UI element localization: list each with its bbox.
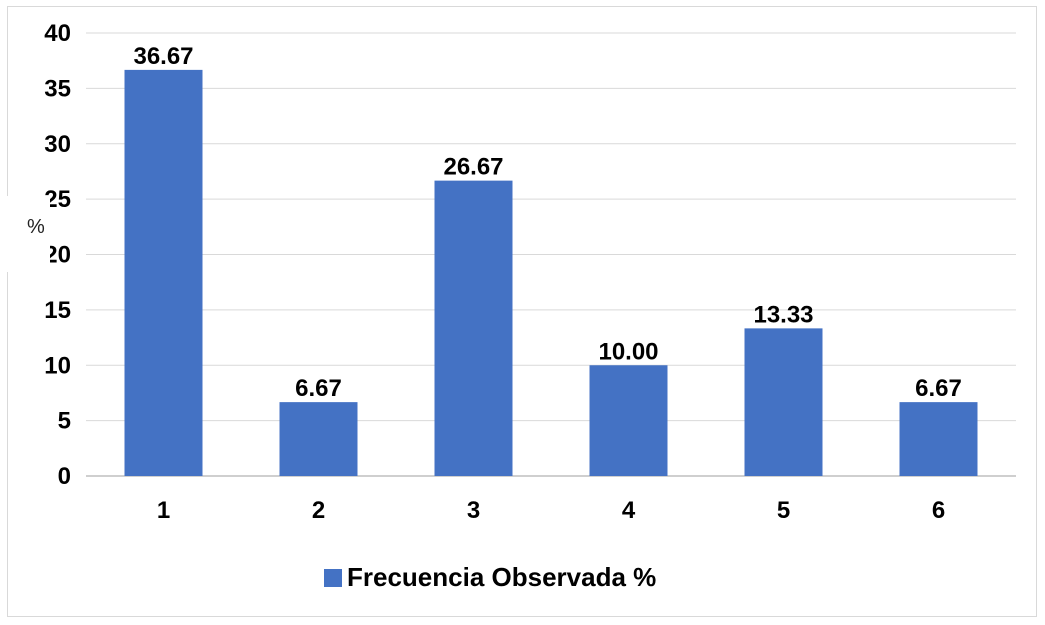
bar-4 bbox=[589, 365, 668, 476]
y-tick-label: 15 bbox=[44, 297, 71, 324]
legend-label: Frecuencia Observada % bbox=[347, 562, 657, 592]
y-axis-label: % bbox=[27, 216, 45, 238]
bars bbox=[124, 69, 978, 476]
y-tick-label: 40 bbox=[44, 20, 71, 47]
legend-swatch bbox=[324, 568, 342, 587]
x-axis-ticks: 1 2 3 4 5 6 bbox=[157, 497, 945, 524]
bar-3 bbox=[434, 180, 513, 476]
data-label-3: 26.67 bbox=[443, 154, 503, 181]
x-tick-label-2: 2 bbox=[312, 497, 325, 524]
gridlines bbox=[86, 32, 1016, 477]
x-tick-label-5: 5 bbox=[777, 497, 790, 524]
y-axis-label-box bbox=[0, 196, 50, 272]
y-tick-label: 30 bbox=[44, 131, 71, 158]
y-tick-label: 10 bbox=[44, 352, 71, 379]
bar-1 bbox=[124, 69, 203, 476]
x-tick-label-4: 4 bbox=[622, 497, 636, 524]
x-tick-label-6: 6 bbox=[932, 497, 945, 524]
y-tick-label: 0 bbox=[58, 463, 71, 490]
data-label-4: 10.00 bbox=[598, 338, 658, 365]
bar-2 bbox=[279, 402, 358, 476]
bar-5 bbox=[744, 328, 823, 476]
data-label-5: 13.33 bbox=[753, 301, 813, 328]
y-tick-label: 35 bbox=[44, 75, 71, 102]
data-labels: 36.67 6.67 26.67 10.00 13.33 6.67 bbox=[133, 43, 961, 402]
data-label-2: 6.67 bbox=[295, 375, 342, 402]
data-label-1: 36.67 bbox=[133, 43, 193, 70]
y-tick-label: 5 bbox=[58, 408, 71, 435]
legend: Frecuencia Observada % bbox=[324, 562, 656, 593]
x-tick-label-1: 1 bbox=[157, 497, 170, 524]
x-tick-label-3: 3 bbox=[467, 497, 480, 524]
data-label-6: 6.67 bbox=[915, 375, 962, 402]
bar-6 bbox=[899, 402, 978, 476]
